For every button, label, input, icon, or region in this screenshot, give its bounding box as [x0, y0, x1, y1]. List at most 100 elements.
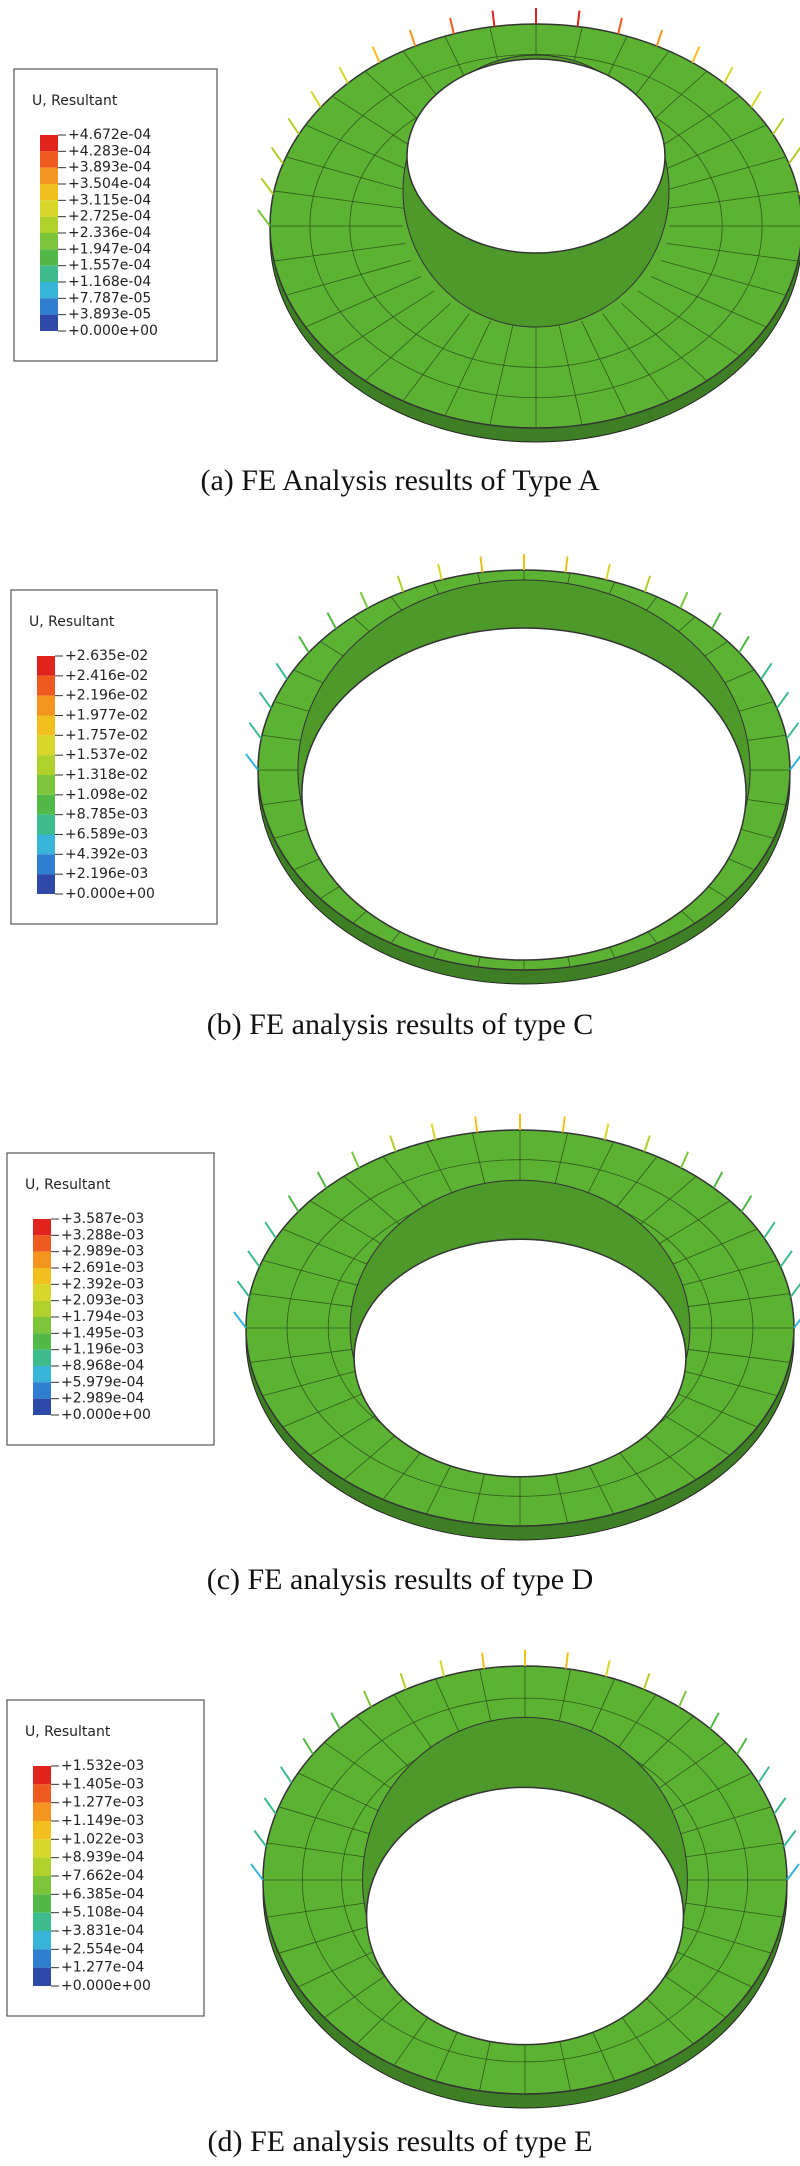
- legend-swatch: [37, 775, 55, 795]
- arrow: [712, 1171, 724, 1189]
- legend-swatch: [33, 1766, 51, 1785]
- legend-swatch: [33, 1317, 51, 1334]
- legend-label: +6.589e-03: [65, 827, 148, 843]
- legend-label: +1.495e-03: [61, 1325, 144, 1341]
- legend-label: +6.385e-04: [61, 1886, 144, 1902]
- arrow: [263, 1797, 277, 1815]
- legend-swatch: [37, 814, 55, 835]
- legend-swatch: [33, 1949, 51, 1968]
- legend-label: +1.277e-04: [61, 1960, 144, 1976]
- mesh-line: [687, 1348, 790, 1363]
- legend-swatch: [33, 1857, 51, 1876]
- arrow: [260, 177, 275, 195]
- arrow: [371, 46, 381, 63]
- legend-swatch: [33, 1284, 51, 1301]
- legend-swatch: [40, 135, 58, 152]
- arrow: [258, 691, 272, 709]
- legend-label: +2.554e-04: [61, 1941, 144, 1957]
- arrow: [287, 117, 300, 135]
- arrow: [643, 1135, 651, 1152]
- legend-swatch: [33, 1894, 51, 1913]
- arrow: [740, 1195, 753, 1213]
- arrow: [481, 1652, 486, 1669]
- mesh-line: [266, 1902, 366, 1918]
- legend-swatch: [37, 874, 55, 894]
- arrow: [350, 1151, 360, 1169]
- mesh-line: [677, 1806, 772, 1836]
- arrow: [617, 17, 623, 35]
- legend-title: U, Resultant: [25, 1177, 111, 1193]
- arrow: [772, 117, 785, 135]
- legend-label: +2.196e-03: [65, 866, 148, 882]
- mesh-line: [273, 190, 406, 209]
- legend-swatch: [33, 1219, 51, 1236]
- legend-label: +1.098e-02: [65, 787, 148, 803]
- mesh-line: [332, 290, 435, 357]
- legend-label: +1.532e-03: [61, 1758, 144, 1774]
- arrow: [408, 29, 417, 47]
- legend-swatch: [33, 1967, 51, 1986]
- legend-label: +2.989e-03: [61, 1244, 144, 1260]
- legend-swatch: [37, 854, 55, 875]
- legend-label: +1.947e-04: [68, 241, 151, 257]
- arrow: [679, 591, 689, 609]
- mesh-line: [278, 1924, 373, 1954]
- arrow: [642, 1673, 651, 1690]
- mesh-line: [558, 325, 583, 426]
- legend-swatch: [33, 1333, 51, 1350]
- mesh-line: [666, 1228, 758, 1267]
- legend-label: +8.939e-04: [61, 1850, 144, 1866]
- arrow: [474, 1116, 479, 1133]
- legend-swatch: [40, 151, 58, 168]
- mesh-line: [282, 1228, 374, 1267]
- legend-label: +2.392e-03: [61, 1276, 144, 1292]
- arrow: [330, 1712, 341, 1730]
- legend-label: +1.277e-03: [61, 1795, 144, 1811]
- mesh-line: [684, 1902, 784, 1918]
- legend-label: +1.022e-03: [61, 1831, 144, 1847]
- panel: U, Resultant +1.532e-03 +1.405e-03 +1.277e-…: [6, 1650, 800, 2158]
- arrow: [776, 691, 790, 709]
- mesh-line: [489, 325, 514, 426]
- legend-swatch: [40, 282, 58, 299]
- mesh-line: [677, 1924, 772, 1954]
- legend-swatch: [33, 1235, 51, 1252]
- mesh-line: [746, 799, 787, 806]
- legend-swatch: [37, 755, 55, 775]
- arrow: [678, 1690, 687, 1708]
- legend-swatch: [40, 200, 58, 217]
- arrow: [389, 1135, 397, 1152]
- mesh-line: [649, 1742, 726, 1796]
- legend-swatch: [33, 1839, 51, 1858]
- legend-label: +7.787e-05: [68, 290, 151, 306]
- mesh-line: [651, 124, 767, 176]
- arrow: [779, 1250, 793, 1268]
- mesh-line: [402, 313, 470, 402]
- legend-swatch: [40, 298, 58, 315]
- caption: (b) FE analysis results of type C: [207, 1008, 594, 1041]
- arrow: [760, 662, 773, 680]
- mesh-line: [736, 827, 775, 839]
- legend-swatch: [37, 656, 55, 676]
- legend-swatch: [37, 695, 55, 716]
- arrow: [750, 90, 762, 108]
- legend-label: +8.785e-03: [65, 807, 148, 823]
- mesh-line: [261, 734, 302, 741]
- arrow: [479, 556, 484, 573]
- inner-hole: [353, 1238, 687, 1478]
- legend-label: +4.283e-04: [68, 143, 151, 159]
- mesh-line: [285, 260, 412, 296]
- arrow: [691, 46, 701, 63]
- arrow: [316, 1171, 328, 1189]
- arrow: [236, 1280, 251, 1298]
- caption: (a) FE Analysis results of Type A: [201, 464, 600, 497]
- legend-label: +1.537e-02: [65, 747, 148, 763]
- arrow: [789, 755, 800, 771]
- legend-label: +5.979e-04: [61, 1374, 144, 1390]
- arrow: [789, 1282, 800, 1298]
- legend-label: +2.336e-04: [68, 225, 151, 241]
- mesh-line: [250, 1293, 353, 1308]
- mesh-line: [305, 276, 421, 328]
- mesh-line: [278, 1806, 373, 1836]
